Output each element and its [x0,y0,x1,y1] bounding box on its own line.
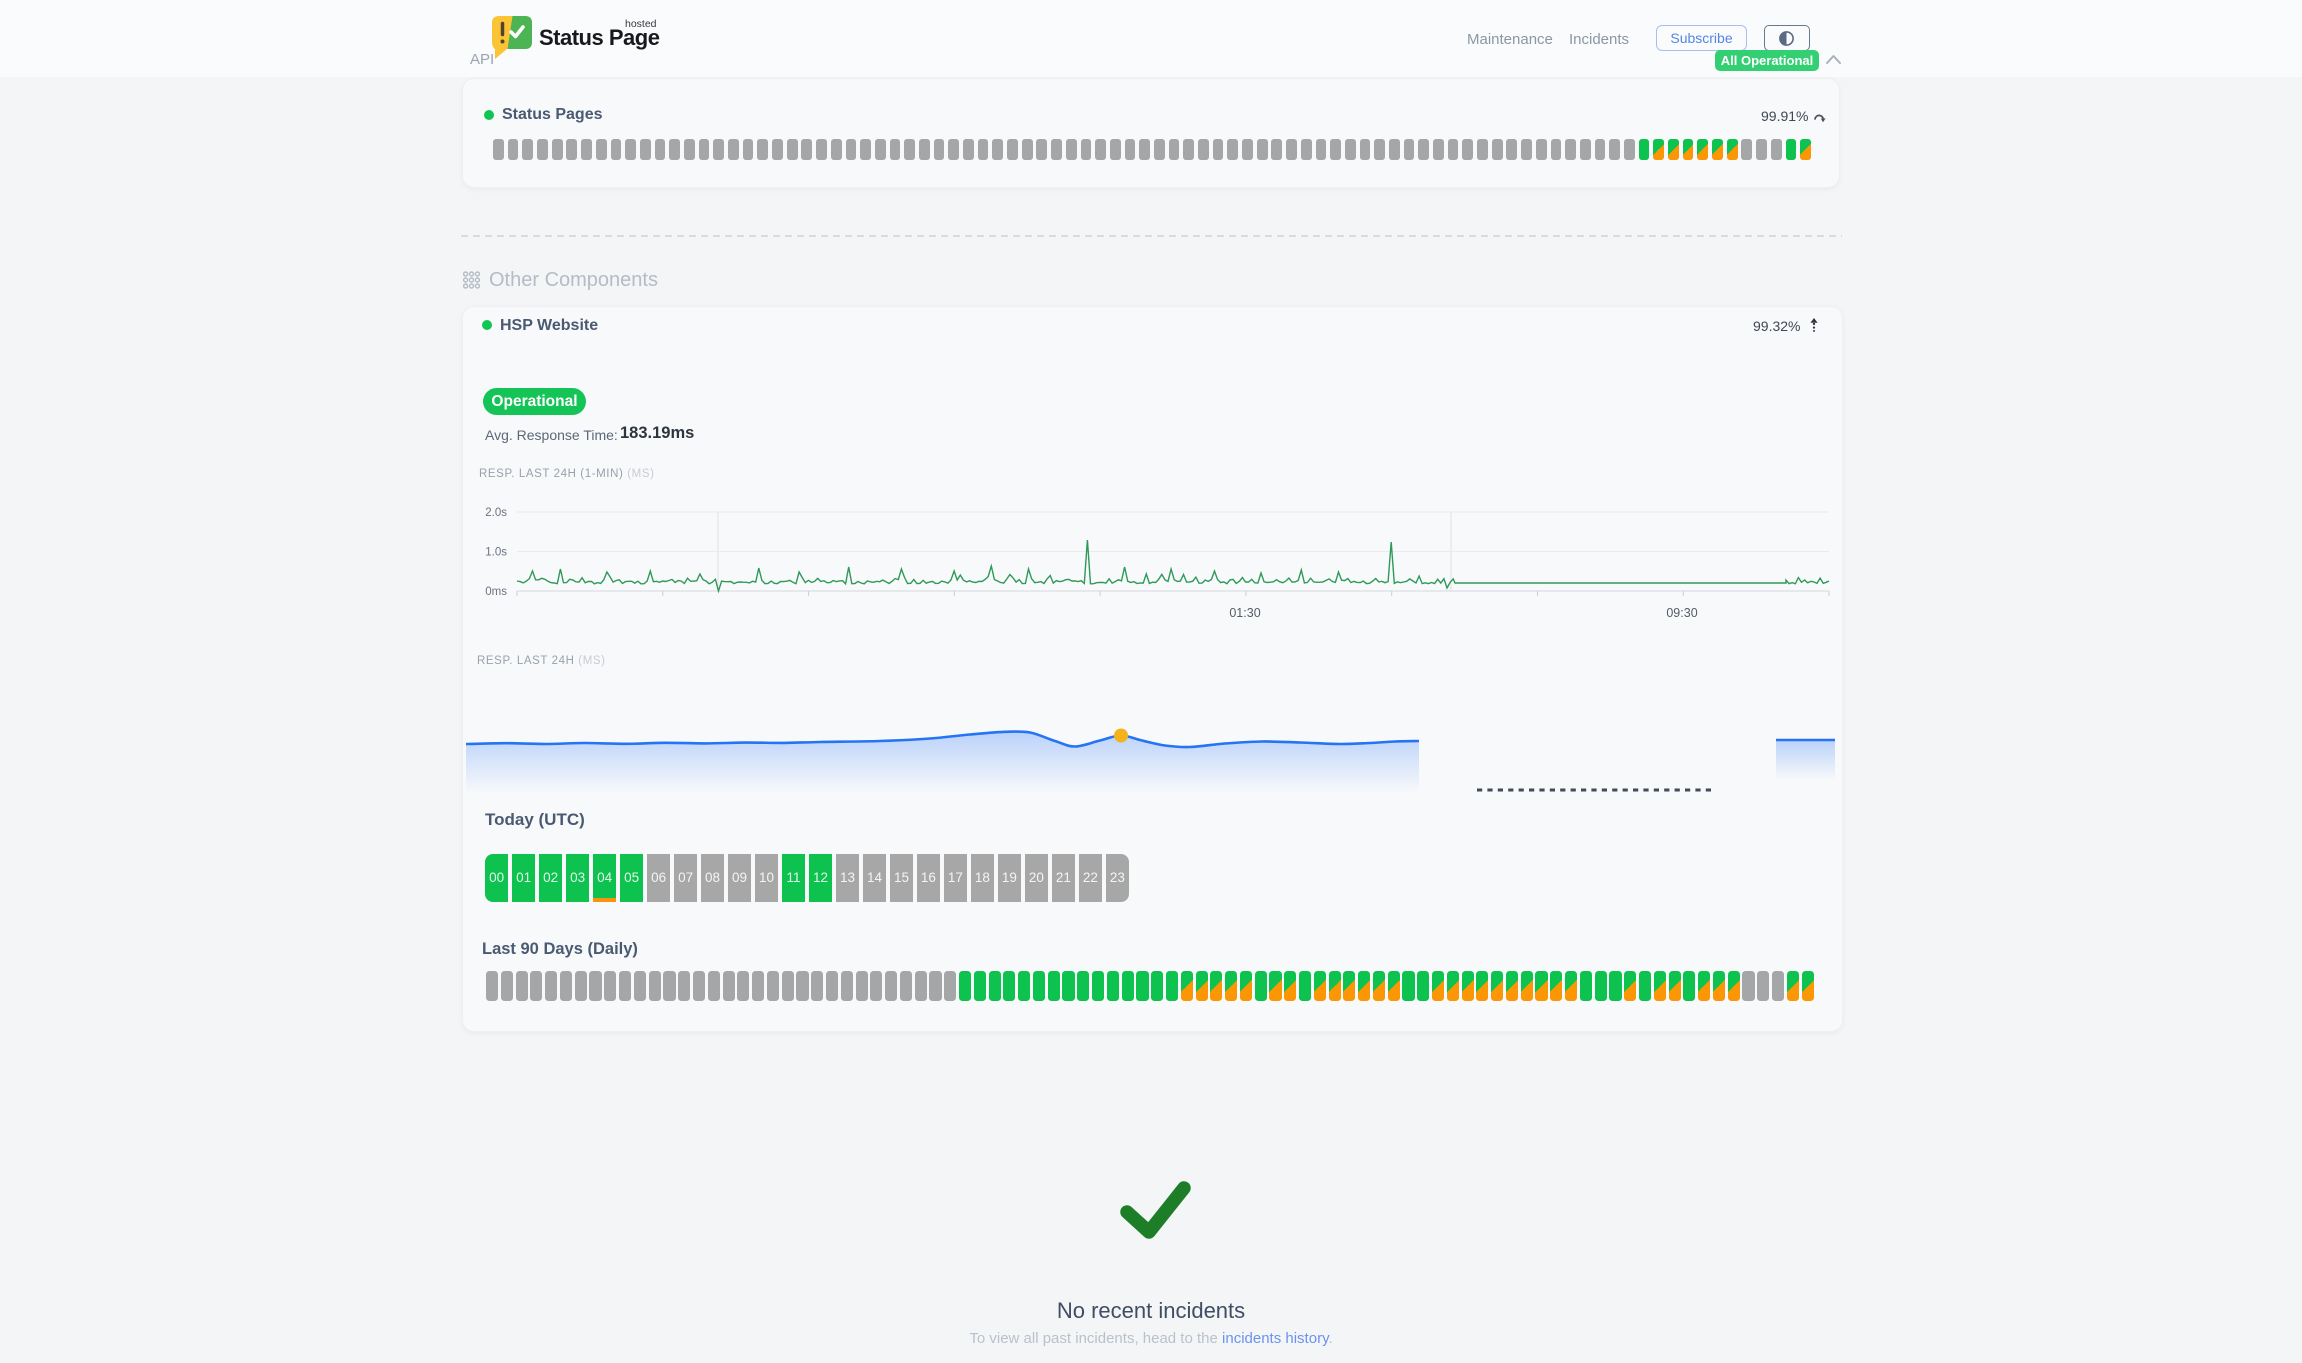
svg-text:09:30: 09:30 [1666,606,1697,620]
svg-text:2.0s: 2.0s [485,507,507,519]
svg-text:0ms: 0ms [485,586,507,598]
svg-text:1.0s: 1.0s [485,547,507,559]
svg-text:01:30: 01:30 [1229,606,1260,620]
